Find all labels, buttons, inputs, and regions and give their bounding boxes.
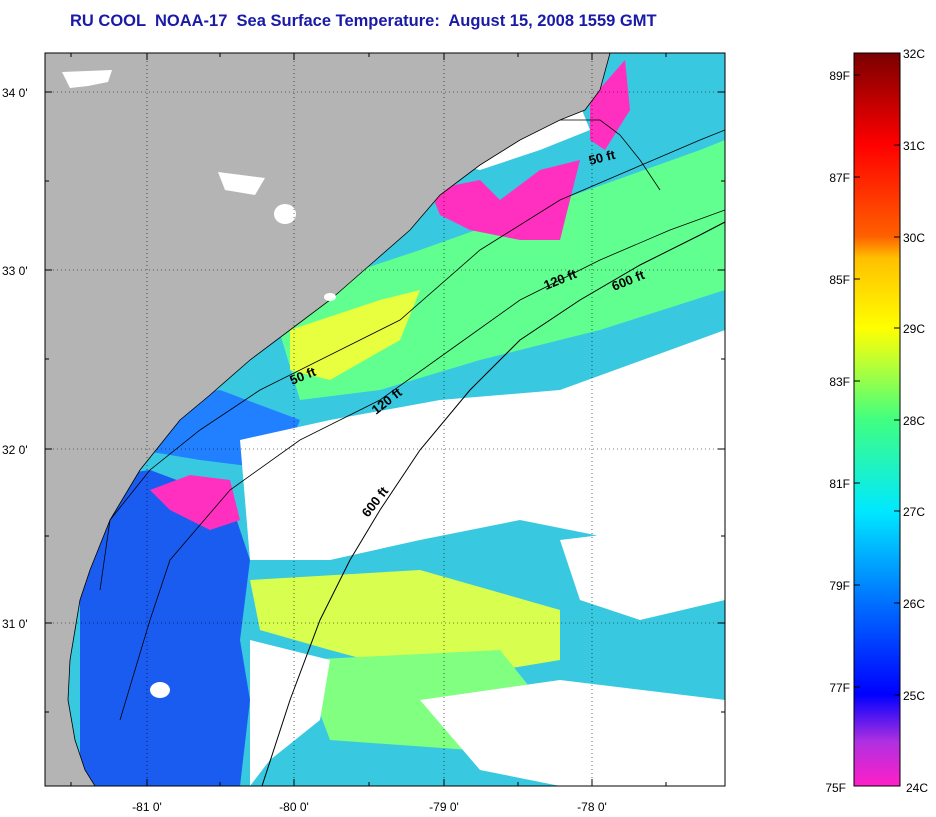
colorbar-label-81f: 81F — [829, 477, 850, 491]
colorbar-label-26c: 26C — [903, 597, 925, 611]
cloud-mask-3 — [250, 640, 330, 786]
isobath-50ft — [99, 129, 725, 591]
colorbar-label-79f: 79F — [829, 579, 850, 593]
map-ticks — [45, 53, 725, 786]
graticule — [45, 53, 725, 786]
colorbar-label-28c: 28C — [903, 414, 925, 428]
isobath-120ft — [119, 209, 725, 721]
cloud-mask-4 — [420, 680, 725, 786]
lon-label-78: -78 0' — [577, 800, 607, 814]
colorbar-label-24c: 24C — [906, 781, 928, 795]
lon-label-81: -81 0' — [132, 800, 162, 814]
map-title: RU COOL NOAA-17 Sea Surface Temperature:… — [70, 12, 657, 30]
colorbar-label-30c: 30C — [903, 231, 925, 245]
cloud-mask-2 — [560, 520, 725, 620]
lat-label-32: 32 0' — [2, 443, 28, 457]
land-cloud-3 — [274, 204, 296, 224]
colorbar-label-89f: 89F — [829, 69, 850, 83]
colorbar-scale — [853, 52, 901, 787]
colorbar-label-85f: 85F — [829, 273, 850, 287]
shelf-outline — [560, 119, 661, 191]
land-area — [45, 53, 611, 786]
lat-label-31: 31 0' — [2, 617, 28, 631]
land-cloud-2 — [218, 172, 265, 195]
sst-region-blue — [80, 470, 250, 786]
lon-label-80: -80 0' — [279, 800, 309, 814]
colorbar-label-83f: 83F — [829, 375, 850, 389]
colorbar-label-27c: 27C — [903, 505, 925, 519]
lon-label-79: -79 0' — [429, 800, 459, 814]
isobath-label-50ft-north: 50 ft — [587, 147, 617, 168]
colorbar-label-75f: 75F — [825, 781, 846, 795]
sst-region-magenta-3 — [590, 60, 630, 150]
map-frame — [44, 52, 726, 787]
colorbar-label-87f: 87F — [829, 171, 850, 185]
isobath-600ft — [261, 221, 725, 786]
sst-region-yellow — [290, 290, 420, 380]
colorbar-label-31c: 31C — [903, 139, 925, 153]
sst-region-magenta-1 — [430, 160, 580, 240]
colorbar-label-32c: 32C — [903, 47, 925, 61]
cloud-mask-6 — [150, 682, 170, 698]
lat-label-33: 33 0' — [2, 264, 28, 278]
colorbar-ticks — [854, 74, 900, 696]
sst-region-magenta-2 — [150, 475, 240, 530]
colorbar-label-29c: 29C — [903, 322, 925, 336]
land-cloud-1 — [62, 70, 112, 88]
lat-label-34: 34 0' — [2, 86, 28, 100]
cloud-mask-1 — [240, 330, 725, 560]
colorbar-label-25c: 25C — [903, 689, 925, 703]
colorbar-label-77f: 77F — [829, 681, 850, 695]
land-cloud-4 — [324, 293, 336, 301]
